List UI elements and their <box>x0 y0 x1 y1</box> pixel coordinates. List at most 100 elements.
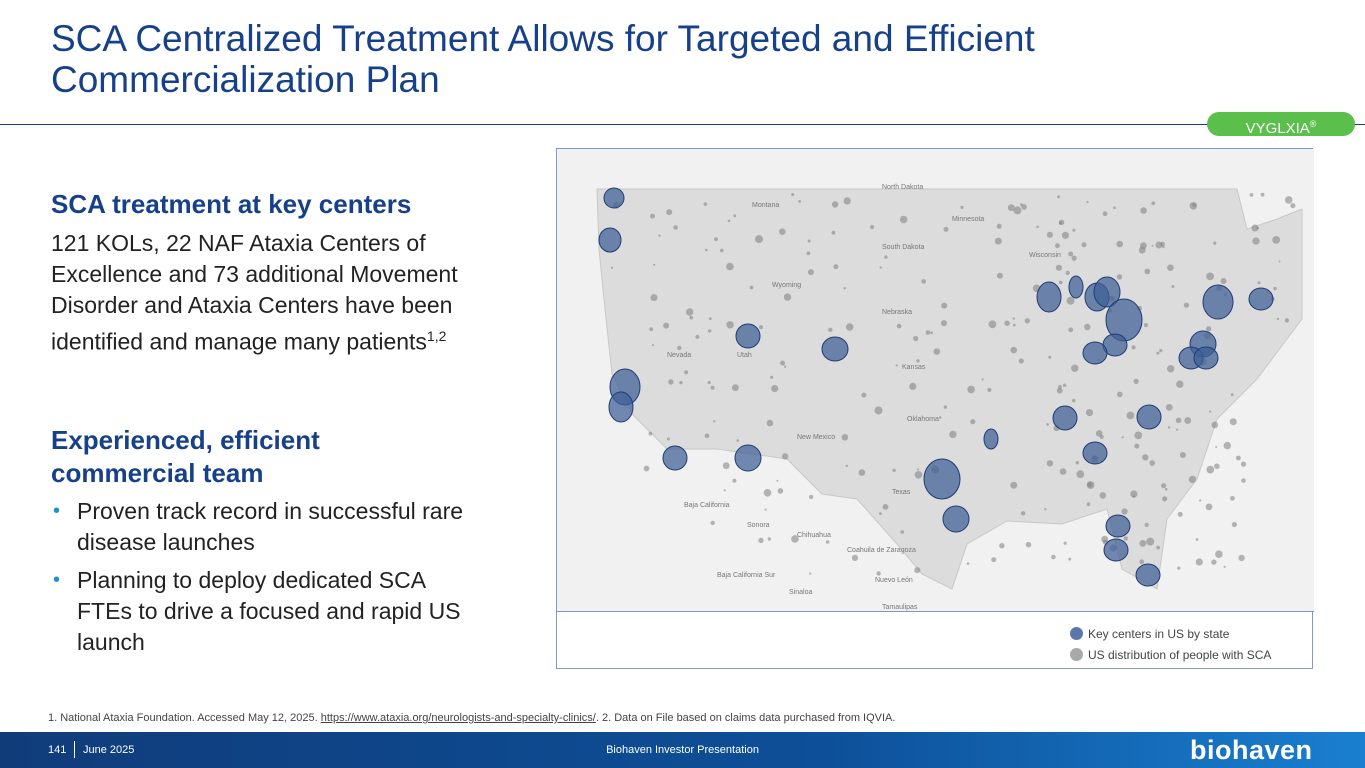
density-dot <box>1113 206 1116 209</box>
density-dot <box>1087 482 1093 488</box>
density-dot <box>991 557 997 563</box>
density-dot <box>933 348 941 355</box>
density-dot <box>921 279 926 284</box>
density-dot <box>755 235 763 244</box>
density-dot <box>1290 203 1296 209</box>
density-dot <box>1095 430 1103 437</box>
density-dot <box>1252 237 1260 245</box>
density-dot <box>1012 317 1015 320</box>
density-dot <box>1257 281 1261 285</box>
state-label: Baja California <box>684 502 730 509</box>
state-label: Nuevo León <box>875 577 913 584</box>
footnote: 1. National Ataxia Foundation. Accessed … <box>48 712 895 724</box>
density-dot <box>999 543 1005 549</box>
density-dot <box>677 345 682 351</box>
density-dot <box>1056 387 1063 394</box>
density-dot <box>1062 383 1067 387</box>
density-dot <box>1140 207 1147 214</box>
density-dot <box>1195 558 1203 566</box>
density-dot <box>1214 463 1220 470</box>
key-center-marker <box>735 323 761 349</box>
density-dot <box>1046 460 1054 467</box>
density-dot <box>996 223 1002 229</box>
key-center-marker <box>983 428 999 450</box>
density-dot <box>663 322 670 329</box>
density-dot <box>1206 465 1215 474</box>
density-dot <box>1195 538 1199 541</box>
density-dot <box>1149 460 1155 466</box>
state-label: Utah <box>737 352 752 359</box>
sca-distribution-dots <box>610 192 1296 576</box>
density-dot <box>1167 264 1174 271</box>
density-dot <box>1072 398 1076 403</box>
density-dot <box>1134 431 1143 440</box>
key-center-marker <box>1082 441 1108 465</box>
presentation-date: June 2025 <box>83 744 135 756</box>
density-dot <box>996 272 1003 279</box>
density-dot <box>1176 428 1179 431</box>
density-dot <box>1156 351 1160 355</box>
density-dot <box>1151 244 1154 247</box>
density-dot <box>806 251 811 256</box>
commercial-team-list: • Proven track record in successful rare … <box>51 496 481 665</box>
density-dot <box>1021 204 1027 210</box>
density-dot <box>653 263 656 266</box>
key-center-marker <box>1193 346 1219 370</box>
legend-item-sca-distribution: US distribution of people with SCA <box>1070 644 1271 665</box>
density-dot <box>1161 483 1167 489</box>
density-dot <box>1215 446 1218 448</box>
density-dot <box>1130 490 1138 498</box>
key-centers-body: 121 KOLs, 22 NAF Ataxia Centers of Excel… <box>51 228 471 358</box>
density-dot <box>845 323 854 331</box>
density-dot <box>1055 243 1060 249</box>
density-dot <box>1156 545 1160 550</box>
footnote-suffix: . 2. Data on File based on claims data p… <box>595 712 896 724</box>
density-dot <box>988 320 997 329</box>
density-dot <box>1134 443 1140 449</box>
density-dot <box>763 489 772 497</box>
density-dot <box>981 378 984 381</box>
state-label: Oklahoma <box>907 416 939 423</box>
density-dot <box>943 405 948 409</box>
density-dot <box>1055 264 1062 271</box>
list-item-text: Proven track record in successful rare d… <box>77 498 464 555</box>
density-dot <box>1167 426 1171 429</box>
density-dot <box>666 437 670 441</box>
legend-item-key-centers: Key centers in US by state <box>1070 623 1271 644</box>
density-dot <box>1121 436 1124 439</box>
density-dot <box>673 225 678 230</box>
density-dot <box>1199 499 1202 502</box>
density-dot <box>1142 454 1149 461</box>
density-dot <box>1066 296 1075 305</box>
density-dot <box>1206 272 1214 281</box>
key-center-marker <box>1105 514 1131 538</box>
title-divider <box>0 124 1365 125</box>
density-dot <box>970 419 976 425</box>
density-dot <box>841 434 849 441</box>
density-dot <box>1072 228 1076 232</box>
density-dot <box>1162 496 1168 502</box>
density-dot <box>668 379 674 385</box>
density-dot <box>1044 508 1047 511</box>
density-dot <box>666 209 673 216</box>
density-dot <box>720 248 724 253</box>
density-dot <box>1081 242 1087 248</box>
density-dot <box>713 420 716 423</box>
density-dot <box>1025 541 1032 548</box>
density-dot <box>913 335 919 342</box>
state-label: Chihuahua <box>797 532 831 539</box>
density-dot <box>722 462 730 470</box>
density-dot <box>825 540 830 544</box>
density-dot <box>764 508 767 511</box>
density-dot <box>733 214 737 218</box>
state-label: Kansas <box>902 364 926 371</box>
density-dot <box>1167 365 1175 373</box>
density-dot <box>1179 452 1186 458</box>
footnote-link[interactable]: https://www.ataxia.org/neurologists-and-… <box>320 712 596 724</box>
density-dot <box>1249 193 1254 197</box>
density-dot <box>710 385 715 390</box>
density-dot <box>1276 317 1280 321</box>
density-dot <box>1065 270 1070 275</box>
key-center-marker <box>942 505 970 533</box>
density-dot <box>1101 535 1109 543</box>
